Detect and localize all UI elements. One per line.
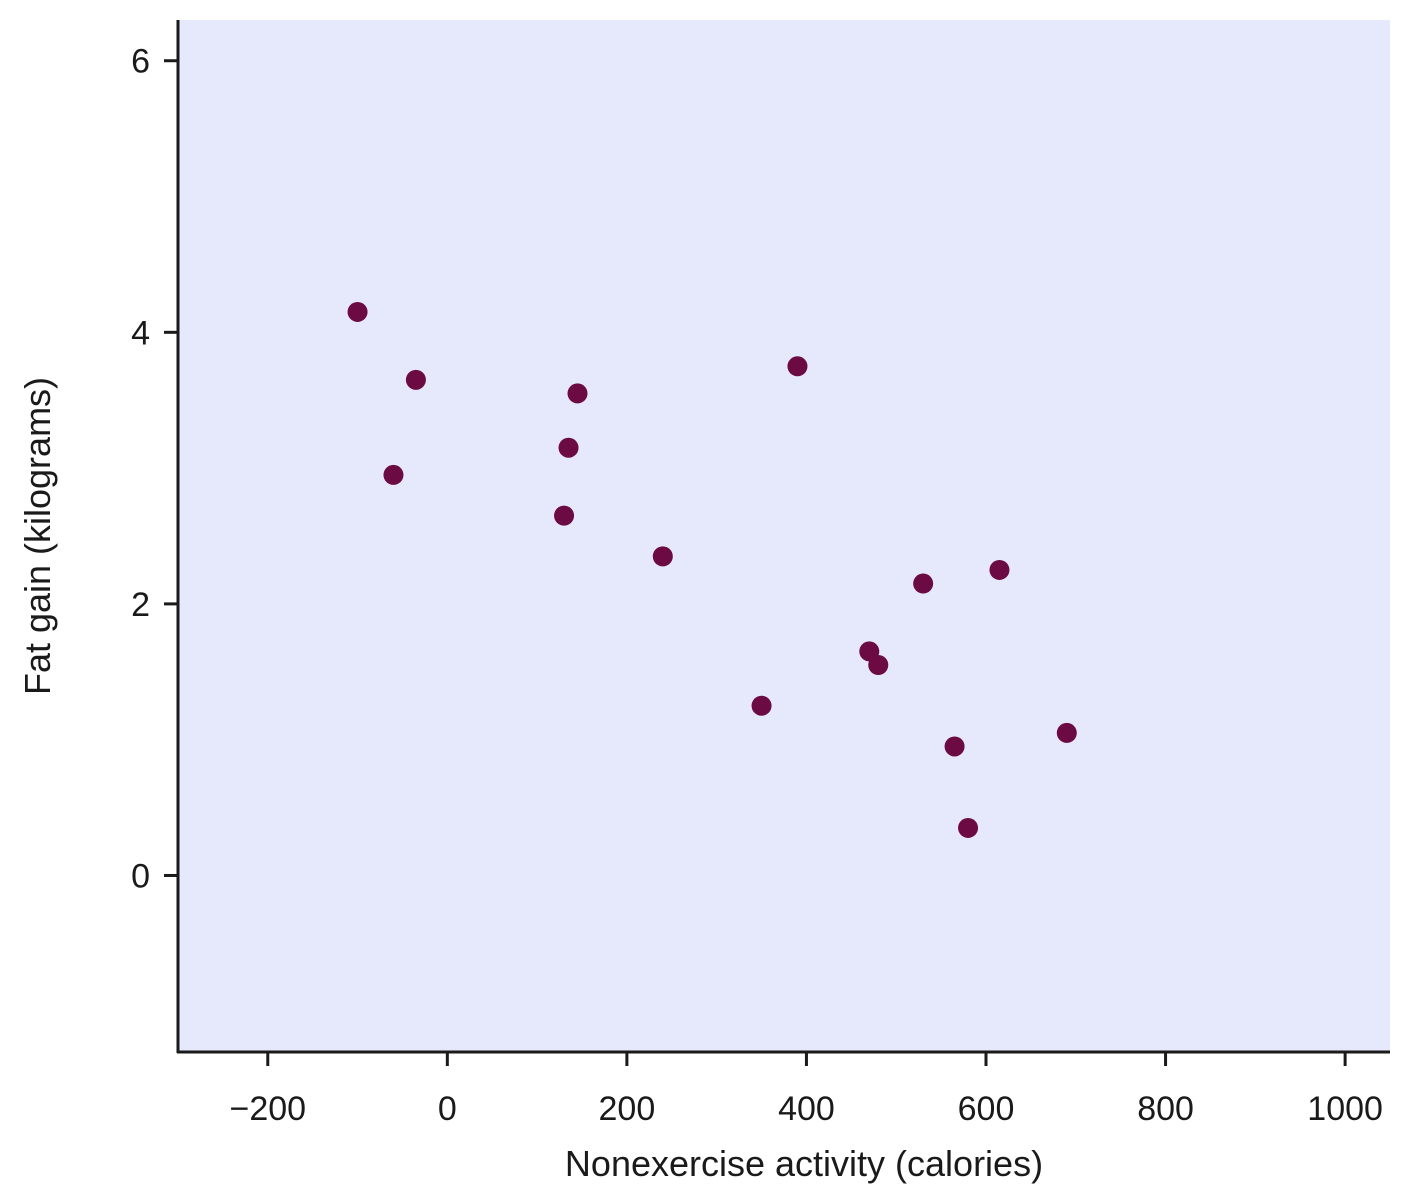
data-point: [868, 655, 889, 675]
x-tick-label: −200: [229, 1090, 306, 1128]
y-axis-ticks: 0 2 4 6: [131, 43, 178, 895]
y-axis-title: Fat gain (kilograms): [17, 377, 58, 695]
data-points: [347, 301, 1077, 838]
x-tick-label: 800: [1137, 1090, 1194, 1128]
data-point: [652, 546, 673, 567]
y-tick-label: 4: [131, 314, 150, 352]
data-point: [1056, 722, 1077, 743]
data-point: [958, 817, 979, 838]
y-tick-label: 0: [131, 857, 150, 895]
x-tick-label: 400: [778, 1090, 835, 1128]
data-point: [383, 464, 404, 485]
y-tick-label: 6: [131, 43, 150, 81]
data-point: [944, 736, 965, 757]
data-point: [567, 383, 588, 404]
data-point: [554, 505, 575, 526]
data-point: [913, 573, 934, 594]
data-point: [558, 437, 579, 458]
data-point: [989, 559, 1010, 580]
data-point: [787, 356, 808, 377]
x-tick-label: 0: [438, 1090, 457, 1128]
x-tick-label: 1000: [1307, 1090, 1383, 1128]
x-tick-label: 200: [599, 1090, 656, 1128]
data-point: [405, 369, 426, 390]
x-tick-label: 600: [958, 1090, 1015, 1128]
data-point: [751, 695, 772, 716]
x-axis-ticks: −200 0 200 400 600 800 1000: [229, 1052, 1383, 1128]
plot-area: [178, 20, 1390, 1052]
y-tick-label: 2: [131, 586, 150, 624]
x-axis-title: Nonexercise activity (calories): [565, 1143, 1043, 1184]
data-point: [347, 301, 368, 322]
